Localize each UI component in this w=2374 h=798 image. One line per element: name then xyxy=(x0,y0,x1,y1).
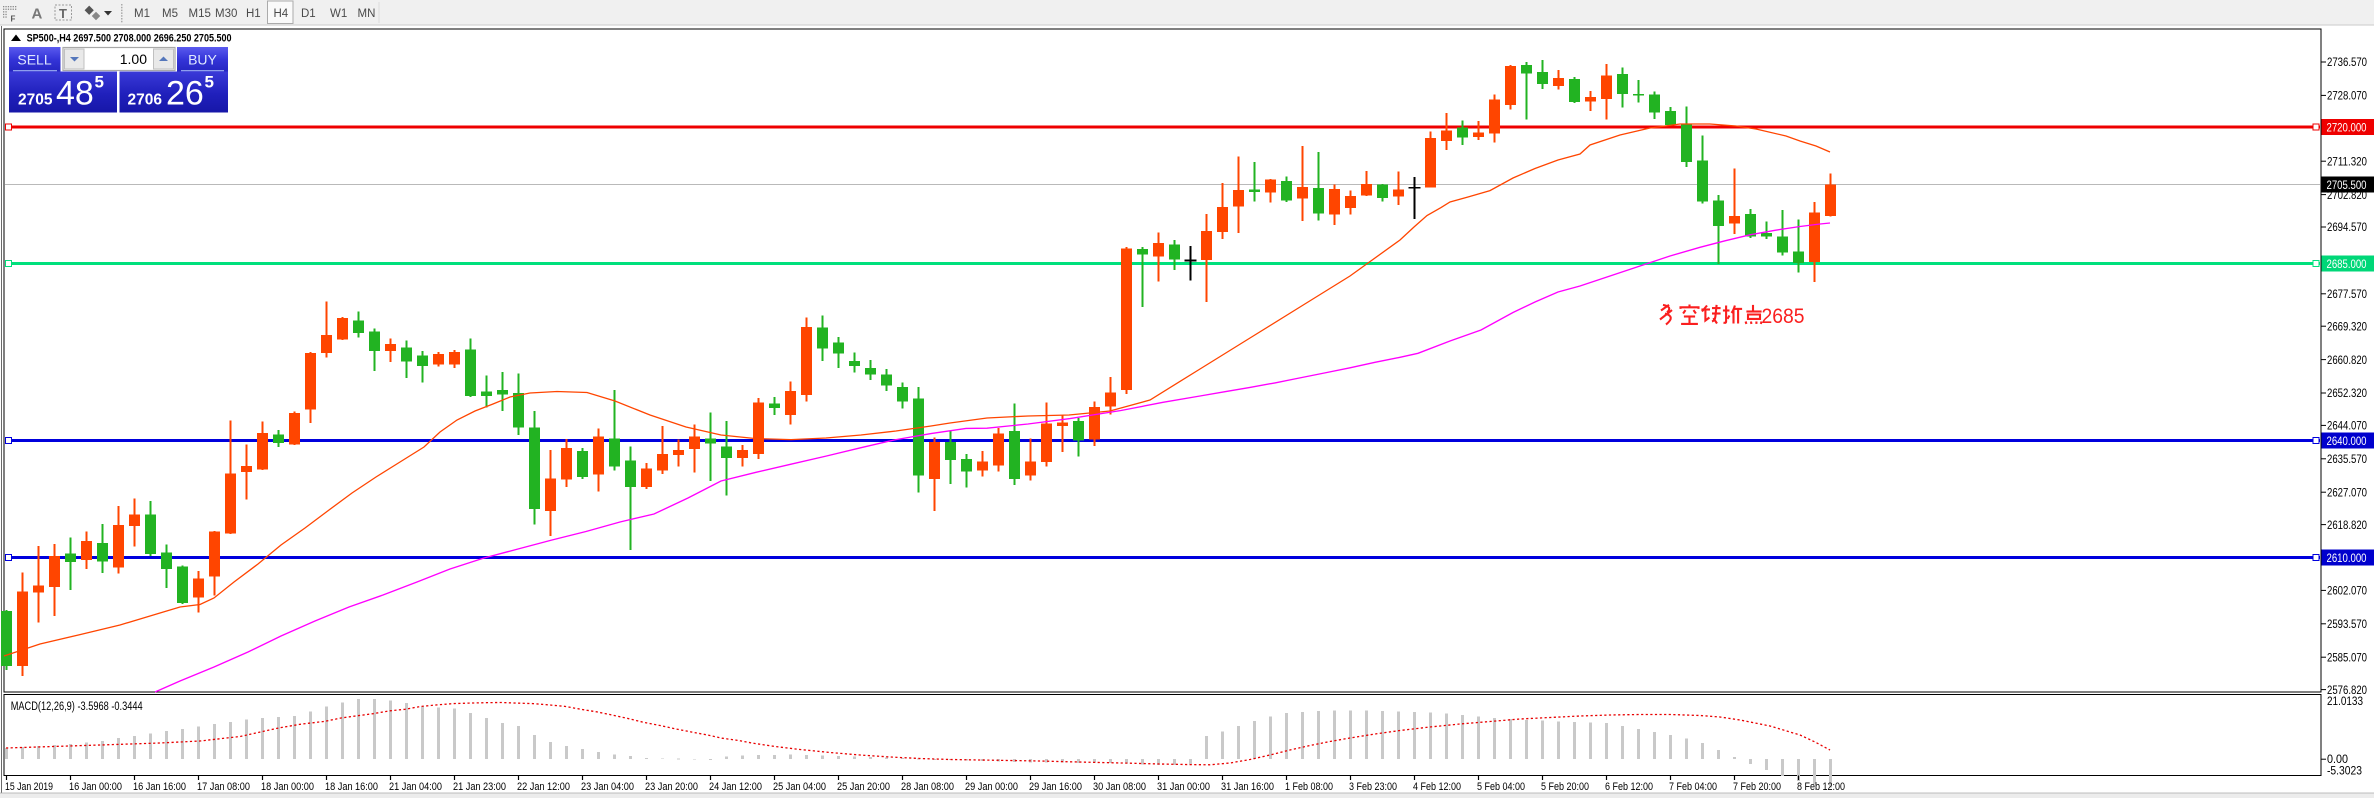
svg-text:A: A xyxy=(32,6,43,23)
svg-text:21 Jan 23:00: 21 Jan 23:00 xyxy=(453,781,506,793)
svg-text:2635.570: 2635.570 xyxy=(2327,454,2367,466)
svg-text:31 Jan 00:00: 31 Jan 00:00 xyxy=(1157,781,1210,793)
svg-text:T: T xyxy=(59,6,67,21)
svg-text:26: 26 xyxy=(166,75,204,113)
svg-text:7 Feb 04:00: 7 Feb 04:00 xyxy=(1669,781,1717,793)
svg-text:4 Feb 12:00: 4 Feb 12:00 xyxy=(1413,781,1461,793)
svg-text:2705: 2705 xyxy=(18,92,53,109)
svg-text:0.00: 0.00 xyxy=(2327,754,2348,766)
svg-text:16 Jan 16:00: 16 Jan 16:00 xyxy=(133,781,186,793)
svg-text:M1: M1 xyxy=(134,8,150,20)
svg-text:2728.070: 2728.070 xyxy=(2327,91,2367,103)
svg-text:23 Jan 04:00: 23 Jan 04:00 xyxy=(581,781,634,793)
svg-text:2720.000: 2720.000 xyxy=(2327,123,2367,135)
svg-text:2706: 2706 xyxy=(128,92,163,109)
svg-text:2593.570: 2593.570 xyxy=(2327,619,2367,631)
svg-text:1.00: 1.00 xyxy=(120,51,147,67)
svg-text:SP500-,H4 2697.500 2708.000 2: SP500-,H4 2697.500 2708.000 2696.250 270… xyxy=(27,33,232,45)
svg-text:5: 5 xyxy=(95,73,104,92)
svg-text:21.0133: 21.0133 xyxy=(2327,696,2363,708)
svg-text:15 Jan 2019: 15 Jan 2019 xyxy=(5,781,53,793)
svg-text:6 Feb 12:00: 6 Feb 12:00 xyxy=(1605,781,1653,793)
svg-text:W1: W1 xyxy=(330,8,347,20)
svg-text:2669.320: 2669.320 xyxy=(2327,321,2367,333)
svg-text:2602.070: 2602.070 xyxy=(2327,586,2367,598)
svg-text:7 Feb 20:00: 7 Feb 20:00 xyxy=(1733,781,1781,793)
svg-text:D1: D1 xyxy=(301,8,316,20)
svg-text:25 Jan 04:00: 25 Jan 04:00 xyxy=(773,781,826,793)
svg-text:M30: M30 xyxy=(215,8,237,20)
svg-text:29 Jan 00:00: 29 Jan 00:00 xyxy=(965,781,1018,793)
svg-text:18 Jan 00:00: 18 Jan 00:00 xyxy=(261,781,314,793)
svg-text:2702.820: 2702.820 xyxy=(2327,190,2367,202)
svg-text:2644.070: 2644.070 xyxy=(2327,421,2367,433)
svg-text:8 Feb 12:00: 8 Feb 12:00 xyxy=(1797,781,1845,793)
svg-text:H1: H1 xyxy=(246,8,261,20)
svg-text:F: F xyxy=(11,15,16,24)
svg-text:2685.000: 2685.000 xyxy=(2327,259,2367,271)
svg-text:SELL: SELL xyxy=(17,52,51,68)
svg-text:M15: M15 xyxy=(189,8,211,20)
svg-text:48: 48 xyxy=(56,75,94,113)
svg-text:2736.570: 2736.570 xyxy=(2327,57,2367,69)
svg-text:2677.570: 2677.570 xyxy=(2327,289,2367,301)
svg-text:18 Jan 16:00: 18 Jan 16:00 xyxy=(325,781,378,793)
svg-text:2610.000: 2610.000 xyxy=(2327,553,2367,565)
svg-text:-5.3023: -5.3023 xyxy=(2327,766,2362,778)
svg-text:24 Jan 12:00: 24 Jan 12:00 xyxy=(709,781,762,793)
svg-text:1 Feb 08:00: 1 Feb 08:00 xyxy=(1285,781,1333,793)
svg-text:16 Jan 00:00: 16 Jan 00:00 xyxy=(69,781,122,793)
svg-text:23 Jan 20:00: 23 Jan 20:00 xyxy=(645,781,698,793)
svg-text:31 Jan 16:00: 31 Jan 16:00 xyxy=(1221,781,1274,793)
svg-text:5 Feb 04:00: 5 Feb 04:00 xyxy=(1477,781,1525,793)
svg-text:MN: MN xyxy=(358,8,376,20)
svg-text:2585.070: 2585.070 xyxy=(2327,652,2367,664)
svg-text:MACD(12,26,9) -3.5968 -0.3444: MACD(12,26,9) -3.5968 -0.3444 xyxy=(11,701,143,713)
svg-text:2576.820: 2576.820 xyxy=(2327,685,2367,697)
svg-text:BUY: BUY xyxy=(188,52,217,68)
svg-text:2652.320: 2652.320 xyxy=(2327,388,2367,400)
svg-text:2627.070: 2627.070 xyxy=(2327,487,2367,499)
svg-text:M5: M5 xyxy=(162,8,178,20)
svg-text:5 Feb 20:00: 5 Feb 20:00 xyxy=(1541,781,1589,793)
svg-text:21 Jan 04:00: 21 Jan 04:00 xyxy=(389,781,442,793)
svg-text:29 Jan 16:00: 29 Jan 16:00 xyxy=(1029,781,1082,793)
svg-text:28 Jan 08:00: 28 Jan 08:00 xyxy=(901,781,954,793)
svg-text:2711.320: 2711.320 xyxy=(2327,156,2367,168)
svg-text:5: 5 xyxy=(205,73,214,92)
svg-text:22 Jan 12:00: 22 Jan 12:00 xyxy=(517,781,570,793)
svg-text:2618.820: 2618.820 xyxy=(2327,520,2367,532)
svg-text:2685: 2685 xyxy=(1762,304,1805,328)
svg-text:3 Feb 23:00: 3 Feb 23:00 xyxy=(1349,781,1397,793)
svg-text:H4: H4 xyxy=(274,8,289,20)
svg-text:30 Jan 08:00: 30 Jan 08:00 xyxy=(1093,781,1146,793)
svg-text:25 Jan 20:00: 25 Jan 20:00 xyxy=(837,781,890,793)
svg-text:2705.500: 2705.500 xyxy=(2327,180,2367,192)
svg-text:17 Jan 08:00: 17 Jan 08:00 xyxy=(197,781,250,793)
svg-text:2660.820: 2660.820 xyxy=(2327,355,2367,367)
svg-text:2694.570: 2694.570 xyxy=(2327,222,2367,234)
svg-text:2640.000: 2640.000 xyxy=(2327,436,2367,448)
